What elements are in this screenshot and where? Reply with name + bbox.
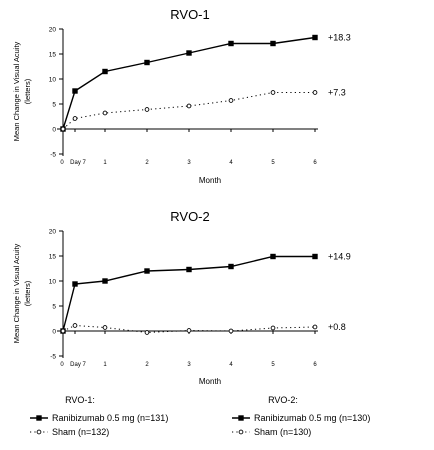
data-point-ranibizumab	[72, 281, 78, 287]
legend-marker-ranibizumab	[238, 415, 244, 421]
y-tick-label: 15	[49, 52, 57, 59]
legend-label-sham: Sham (n=130)	[254, 427, 311, 437]
data-point-ranibizumab	[144, 59, 150, 66]
data-point-sham	[312, 90, 318, 95]
legend-marker-sham	[238, 429, 244, 435]
data-point-sham	[102, 325, 108, 330]
y-tick-label: -5	[50, 152, 56, 159]
y-axis-label: Mean Change in Visual Acuity	[12, 244, 21, 344]
data-point-ranibizumab	[270, 40, 276, 47]
data-point-sham	[186, 328, 192, 333]
end-label-sham: +0.8	[328, 322, 346, 332]
x-tick-label: 0	[60, 160, 64, 166]
end-label-ranibizumab: +14.9	[328, 252, 351, 262]
data-point-sham	[228, 328, 234, 334]
data-point-sham	[270, 325, 276, 331]
chart-title: RVO-2	[170, 209, 210, 224]
legend-label-sham: Sham (n=132)	[52, 427, 109, 437]
y-axis-label-unit: (letters)	[23, 280, 32, 306]
chart-title: RVO-1	[170, 7, 210, 22]
data-point-sham	[186, 103, 192, 109]
data-point-sham	[312, 324, 318, 330]
data-point-ranibizumab	[312, 253, 318, 260]
series-line-sham	[62, 324, 316, 334]
legend-label-ranibizumab: Ranibizumab 0.5 mg (n=131)	[52, 413, 168, 423]
data-point-sham	[72, 116, 78, 121]
x-tick-label: Day 7	[70, 160, 86, 166]
y-tick-label: 0	[52, 127, 56, 134]
data-point-sham	[72, 323, 78, 328]
data-point-ranibizumab	[102, 278, 108, 284]
legend-title: RVO-1:	[65, 395, 95, 405]
series-line-sham	[62, 92, 315, 130]
legend-marker-sham	[36, 429, 42, 435]
legend-marker-ranibizumab	[36, 415, 42, 421]
x-tick-label: 1	[103, 362, 107, 368]
end-label-sham: +7.3	[328, 88, 346, 98]
x-tick-label: 4	[229, 362, 233, 368]
y-tick-label: 15	[49, 254, 57, 261]
y-tick-label: -5	[50, 354, 56, 361]
legend-label-ranibizumab: Ranibizumab 0.5 mg (n=130)	[254, 413, 370, 423]
data-point-ranibizumab	[186, 266, 192, 273]
x-tick-label: 0	[60, 362, 64, 368]
data-point-sham	[60, 126, 66, 132]
y-tick-label: 5	[52, 304, 56, 311]
y-tick-label: 20	[49, 229, 57, 236]
x-tick-label: 2	[145, 362, 149, 368]
x-axis-label: Month	[199, 377, 221, 386]
x-tick-label: 3	[187, 362, 191, 368]
series-line-ranibizumab	[62, 36, 316, 130]
y-tick-label: 10	[49, 77, 57, 84]
y-tick-label: 10	[49, 279, 57, 286]
data-point-ranibizumab	[102, 68, 108, 75]
y-tick-label: 20	[49, 27, 57, 34]
data-point-sham	[270, 90, 276, 95]
x-tick-label: 5	[271, 362, 275, 368]
data-point-ranibizumab	[270, 253, 276, 260]
data-point-sham	[228, 98, 234, 103]
y-axis-label: Mean Change in Visual Acuity	[12, 42, 21, 142]
x-tick-label: 6	[313, 160, 317, 166]
data-point-sham	[60, 328, 66, 334]
data-point-ranibizumab	[228, 40, 234, 47]
legend-title: RVO-2:	[268, 395, 298, 405]
y-tick-label: 0	[52, 329, 56, 336]
data-point-ranibizumab	[228, 263, 234, 270]
x-tick-label: 4	[229, 160, 233, 166]
x-tick-label: 5	[271, 160, 275, 166]
x-axis-label: Month	[199, 176, 221, 185]
data-point-sham	[144, 330, 150, 335]
series-line-ranibizumab	[62, 255, 315, 332]
y-axis-label-unit: (letters)	[23, 78, 32, 104]
x-tick-label: 6	[313, 362, 317, 368]
data-point-sham	[144, 107, 150, 112]
data-point-ranibizumab	[144, 268, 150, 274]
x-tick-label: Day 7	[70, 362, 86, 368]
end-label-ranibizumab: +18.3	[328, 33, 351, 43]
data-point-sham	[102, 110, 108, 116]
x-tick-label: 3	[187, 160, 191, 166]
data-point-ranibizumab	[72, 88, 78, 94]
y-tick-label: 5	[52, 102, 56, 109]
data-point-ranibizumab	[312, 34, 318, 41]
x-tick-label: 1	[103, 160, 107, 166]
data-point-ranibizumab	[186, 50, 192, 56]
x-tick-label: 2	[145, 160, 149, 166]
